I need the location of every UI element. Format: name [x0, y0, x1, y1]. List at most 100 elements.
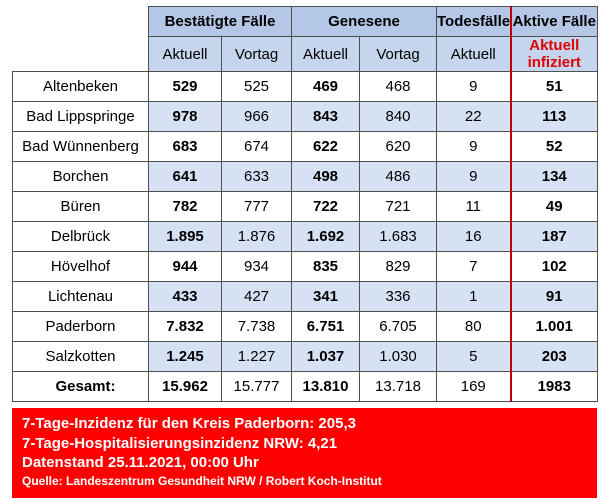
cell-aktiv: 52	[509, 131, 598, 162]
cell-bestaetigt-vortag: 525	[221, 71, 292, 102]
total-row: Gesamt: 15.962 15.777 13.810 13.718 169 …	[12, 371, 598, 402]
cell-genesen-vortag: 840	[359, 101, 437, 132]
cell-genesen-vortag: 486	[359, 161, 437, 192]
cell-bestaetigt-aktuell: 683	[148, 131, 222, 162]
cell-bestaetigt-aktuell: 944	[148, 251, 222, 282]
table-row: Delbrück 1.895 1.876 1.692 1.683 16 187	[12, 221, 598, 252]
row-name: Borchen	[12, 161, 149, 192]
cell-bestaetigt-vortag: 7.738	[221, 311, 292, 342]
cell-genesen-aktuell: 469	[291, 71, 360, 102]
cell-bestaetigt-vortag: 633	[221, 161, 292, 192]
table-row: Bad Lippspringe 978 966 843 840 22 113	[12, 101, 598, 132]
cell-aktiv: 51	[509, 71, 598, 102]
cell-bestaetigt-aktuell: 641	[148, 161, 222, 192]
cell-bestaetigt-vortag: 674	[221, 131, 292, 162]
quelle-text: Quelle: Landeszentrum Gesundheit NRW / R…	[22, 473, 382, 488]
cell-todesfaelle: 22	[436, 101, 511, 132]
cell-genesen-aktuell: 6.751	[291, 311, 360, 342]
cell-todesfaelle: 9	[436, 161, 511, 192]
row-name: Paderborn	[12, 311, 149, 342]
cell-aktiv: 91	[509, 281, 598, 312]
cell-bestaetigt-aktuell: 1.245	[148, 341, 222, 372]
cell-genesen-aktuell: 843	[291, 101, 360, 132]
hospitalisierung-text: 7-Tage-Hospitalisierungsinzidenz NRW: 4,…	[22, 434, 338, 452]
header-genesene: Genesene	[291, 6, 437, 37]
cell-todesfaelle: 9	[436, 71, 511, 102]
datenstand-text: Datenstand 25.11.2021, 00:00 Uhr	[22, 454, 259, 471]
cell-todesfaelle: 7	[436, 251, 511, 282]
table-row: Altenbeken 529 525 469 468 9 51	[12, 71, 598, 102]
table-row: Salzkotten 1.245 1.227 1.037 1.030 5 203	[12, 341, 598, 372]
cell-aktiv: 203	[509, 341, 598, 372]
cell-todesfaelle: 1	[436, 281, 511, 312]
cell-bestaetigt-vortag: 934	[221, 251, 292, 282]
cell-bestaetigt-vortag: 427	[221, 281, 292, 312]
cell-genesen-vortag: 829	[359, 251, 437, 282]
total-aktiv: 1983	[509, 371, 598, 402]
cell-genesen-aktuell: 498	[291, 161, 360, 192]
cell-bestaetigt-aktuell: 433	[148, 281, 222, 312]
cell-genesen-aktuell: 622	[291, 131, 360, 162]
cell-aktiv: 1.001	[509, 311, 598, 342]
subheader-aktuell: Aktuell	[148, 36, 222, 72]
total-bestaetigt-aktuell: 15.962	[148, 371, 222, 402]
row-name: Altenbeken	[12, 71, 149, 102]
subheader-vortag: Vortag	[221, 36, 292, 72]
total-bestaetigt-vortag: 15.777	[221, 371, 292, 402]
cell-genesen-aktuell: 1.692	[291, 221, 360, 252]
cell-genesen-vortag: 468	[359, 71, 437, 102]
cell-bestaetigt-aktuell: 1.895	[148, 221, 222, 252]
covid-stats-table: Bestätigte Fälle Genesene Todesfälle Akt…	[12, 6, 598, 402]
total-genesen-vortag: 13.718	[359, 371, 437, 402]
cell-todesfaelle: 16	[436, 221, 511, 252]
row-name: Salzkotten	[12, 341, 149, 372]
cell-bestaetigt-vortag: 1.876	[221, 221, 292, 252]
row-name: Lichtenau	[12, 281, 149, 312]
subheader-vortag: Vortag	[359, 36, 437, 72]
subheader-aktuell-line: Aktuell	[529, 37, 580, 55]
table-row: Paderborn 7.832 7.738 6.751 6.705 80 1.0…	[12, 311, 598, 342]
row-name: Delbrück	[12, 221, 149, 252]
cell-aktiv: 49	[509, 191, 598, 222]
corner-blank	[12, 6, 149, 37]
corner-blank-2	[12, 36, 149, 72]
cell-genesen-vortag: 1.030	[359, 341, 437, 372]
cell-bestaetigt-aktuell: 782	[148, 191, 222, 222]
cell-todesfaelle: 9	[436, 131, 511, 162]
cell-todesfaelle: 5	[436, 341, 511, 372]
inzidenz-kreis-text: 7-Tage-Inzidenz für den Kreis Paderborn:…	[22, 415, 356, 432]
cell-genesen-vortag: 1.683	[359, 221, 437, 252]
cell-aktiv: 187	[509, 221, 598, 252]
group-header-row: Bestätigte Fälle Genesene Todesfälle Akt…	[12, 6, 598, 37]
row-name: Büren	[12, 191, 149, 222]
table-row: Bad Wünnenberg 683 674 622 620 9 52	[12, 131, 598, 162]
total-genesen-aktuell: 13.810	[291, 371, 360, 402]
cell-aktiv: 113	[509, 101, 598, 132]
subheader-aktuell: Aktuell	[436, 36, 511, 72]
subheader-infiziert-line: infiziert	[527, 54, 581, 71]
total-todesfaelle: 169	[436, 371, 511, 402]
info-box: 7-Tage-Inzidenz für den Kreis Paderborn:…	[12, 408, 597, 498]
cell-bestaetigt-aktuell: 529	[148, 71, 222, 102]
cell-genesen-aktuell: 835	[291, 251, 360, 282]
cell-aktiv: 134	[509, 161, 598, 192]
row-name: Hövelhof	[12, 251, 149, 282]
header-aktive-faelle: Aktive Fälle	[509, 6, 598, 37]
sub-header-row: Aktuell Vortag Aktuell Vortag Aktuell Ak…	[12, 36, 598, 72]
header-bestaetigte-faelle: Bestätigte Fälle	[148, 6, 292, 37]
cell-bestaetigt-aktuell: 978	[148, 101, 222, 132]
table-row: Büren 782 777 722 721 11 49	[12, 191, 598, 222]
cell-bestaetigt-vortag: 777	[221, 191, 292, 222]
cell-bestaetigt-vortag: 1.227	[221, 341, 292, 372]
subheader-aktuell: Aktuell	[291, 36, 360, 72]
cell-todesfaelle: 80	[436, 311, 511, 342]
row-name: Bad Lippspringe	[12, 101, 149, 132]
subheader-aktuell-infiziert: Aktuell infiziert	[509, 36, 598, 72]
table-row: Hövelhof 944 934 835 829 7 102	[12, 251, 598, 282]
cell-bestaetigt-aktuell: 7.832	[148, 311, 222, 342]
cell-aktiv: 102	[509, 251, 598, 282]
cell-bestaetigt-vortag: 966	[221, 101, 292, 132]
table-row: Borchen 641 633 498 486 9 134	[12, 161, 598, 192]
cell-genesen-aktuell: 722	[291, 191, 360, 222]
cell-genesen-vortag: 721	[359, 191, 437, 222]
